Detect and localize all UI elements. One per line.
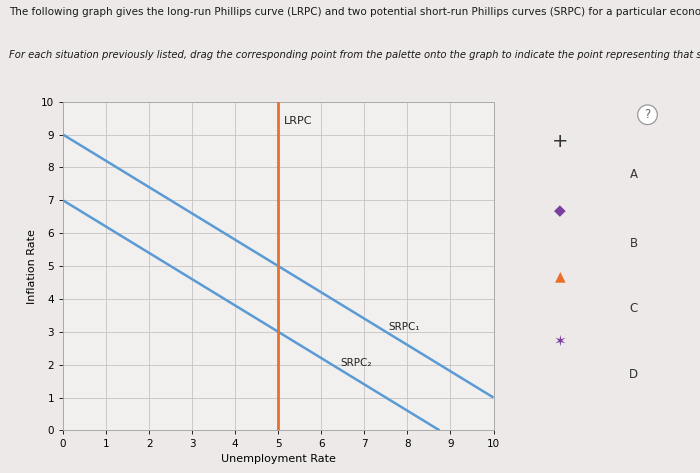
- Text: The following graph gives the long-run Phillips curve (LRPC) and two potential s: The following graph gives the long-run P…: [9, 7, 700, 17]
- Text: +: +: [552, 131, 568, 150]
- Text: C: C: [629, 302, 638, 315]
- Text: ✶: ✶: [554, 334, 566, 349]
- Text: ▲: ▲: [554, 269, 566, 283]
- Text: ?: ?: [645, 108, 650, 121]
- Text: B: B: [629, 236, 638, 250]
- Text: ◆: ◆: [554, 202, 566, 218]
- Text: SRPC₁: SRPC₁: [388, 322, 420, 332]
- Y-axis label: Inflation Rate: Inflation Rate: [27, 228, 36, 304]
- Text: D: D: [629, 368, 638, 381]
- Text: SRPC₂: SRPC₂: [341, 359, 372, 368]
- Text: A: A: [629, 167, 638, 181]
- Text: For each situation previously listed, drag the corresponding point from the pale: For each situation previously listed, dr…: [9, 50, 700, 60]
- Text: LRPC: LRPC: [284, 116, 312, 126]
- X-axis label: Unemployment Rate: Unemployment Rate: [220, 454, 336, 464]
